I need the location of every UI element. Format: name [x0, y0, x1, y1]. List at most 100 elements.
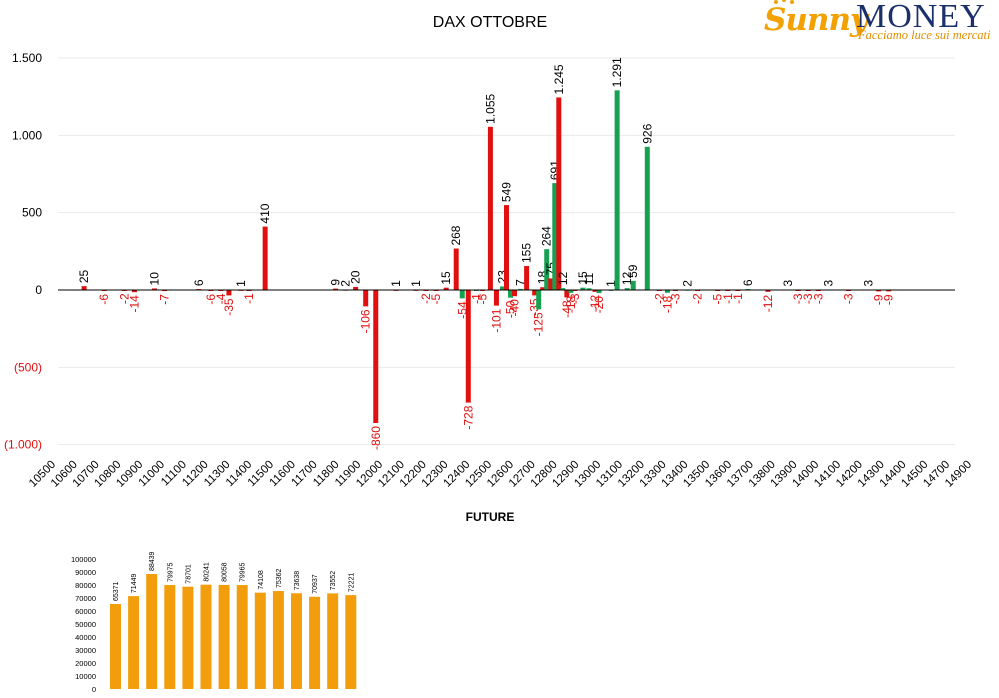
future-bar	[272, 591, 284, 689]
data-label: 1	[234, 280, 248, 287]
data-bar	[465, 290, 471, 403]
data-bar	[644, 146, 650, 290]
data-label: -2	[691, 293, 705, 304]
data-label: -101	[489, 308, 503, 332]
future-data-label: 80241	[204, 562, 211, 582]
future-y-tick-label: 60000	[75, 607, 96, 616]
data-bar	[568, 290, 574, 293]
data-label: -5	[475, 293, 489, 304]
data-label: -1	[721, 293, 735, 304]
future-y-tick-label: 10000	[75, 672, 96, 681]
data-label: -860	[369, 426, 383, 450]
future-y-tick-label: 40000	[75, 633, 96, 642]
y-tick-label: 1.000	[12, 128, 42, 142]
data-label: 9	[329, 279, 343, 286]
logo-tagline: Facciamo luce sui mercati	[858, 28, 991, 42]
data-bar	[353, 286, 359, 290]
future-data-label: 75362	[276, 568, 283, 588]
data-label: 15	[439, 271, 453, 285]
data-label: -1	[731, 293, 745, 304]
future-y-tick-label: 80000	[75, 581, 96, 590]
sun-ray-icon	[782, 0, 786, 2]
future-data-label: 71449	[131, 574, 138, 594]
data-label: -6	[204, 294, 218, 305]
data-bar	[453, 248, 459, 290]
data-label: -48	[560, 300, 574, 318]
data-bar	[536, 290, 542, 310]
data-bar	[459, 290, 465, 299]
data-label: 59	[626, 264, 640, 278]
data-label: -50	[504, 300, 518, 318]
data-label: -2	[652, 293, 666, 304]
future-y-tick-label: 0	[92, 685, 96, 694]
future-bar	[164, 585, 176, 689]
future-data-label: 73552	[330, 571, 337, 591]
future-y-tick-label: 70000	[75, 594, 96, 603]
data-bar	[443, 287, 449, 290]
data-label: -7	[158, 294, 172, 305]
data-bar	[363, 290, 369, 307]
future-bar	[182, 586, 194, 689]
data-label: -3	[801, 293, 815, 304]
future-bar	[309, 596, 321, 689]
future-data-label: 88439	[149, 551, 156, 571]
data-label: 25	[77, 269, 91, 283]
data-label: 549	[500, 182, 514, 202]
data-bar	[152, 288, 158, 290]
data-label: -54	[455, 301, 469, 319]
data-bar	[226, 290, 232, 296]
data-label: 410	[258, 203, 272, 223]
future-y-tick-label: 30000	[75, 646, 96, 655]
data-label: -14	[127, 295, 141, 313]
data-bar	[524, 266, 530, 290]
logo-brand-sunny: Sunny	[764, 2, 868, 38]
sunny-money-logo: Sunny MONEY Facciamo luce sui mercati	[764, 0, 996, 44]
logo-brand-money: MONEY	[856, 0, 986, 35]
future-bar	[254, 592, 266, 689]
data-label: -18	[564, 295, 578, 313]
data-label: 7	[514, 279, 528, 286]
data-label: -20	[592, 296, 606, 314]
future-y-tick-label: 90000	[75, 568, 96, 577]
data-bar	[162, 290, 168, 292]
data-label: -3	[668, 293, 682, 304]
data-label: 10	[148, 272, 162, 286]
data-label: 12	[620, 271, 634, 285]
data-bar	[586, 288, 592, 290]
future-data-label: 72221	[348, 573, 355, 593]
data-label: -18	[660, 295, 674, 313]
data-label: 2	[681, 280, 695, 287]
data-label: -5	[429, 293, 443, 304]
data-label: -12	[588, 295, 602, 313]
data-bar	[624, 288, 630, 290]
future-data-label: 79965	[240, 562, 247, 582]
data-bar	[552, 183, 558, 290]
data-bar	[630, 280, 636, 290]
future-data-label: 79975	[167, 562, 174, 582]
future-data-label: 73638	[294, 571, 301, 591]
data-label: 264	[540, 226, 554, 246]
data-label: 15	[576, 271, 590, 285]
data-bar	[493, 290, 499, 306]
data-label: -40	[508, 299, 522, 317]
data-bar	[580, 287, 586, 290]
future-data-label: 70937	[312, 574, 319, 594]
dax-ottobre-chart: DAX OTTOBRE1.5001.0005000(500)(1.000)25-…	[4, 14, 974, 490]
data-bar	[131, 290, 137, 293]
data-label: 1.245	[552, 64, 566, 94]
data-label: -1	[242, 293, 256, 304]
data-label: -6	[97, 294, 111, 305]
future-bar	[218, 584, 230, 689]
data-label: -3	[568, 293, 582, 304]
data-bar	[560, 288, 566, 290]
future-bar	[200, 584, 212, 689]
future-bar	[327, 593, 339, 689]
data-label: 3	[821, 280, 835, 287]
data-bar	[504, 205, 509, 290]
future-bar	[345, 595, 357, 689]
data-label: -35	[222, 298, 236, 316]
future-bar	[291, 593, 302, 689]
data-label: -106	[359, 309, 373, 333]
data-label: 1	[389, 280, 403, 287]
data-label: 20	[349, 270, 363, 284]
